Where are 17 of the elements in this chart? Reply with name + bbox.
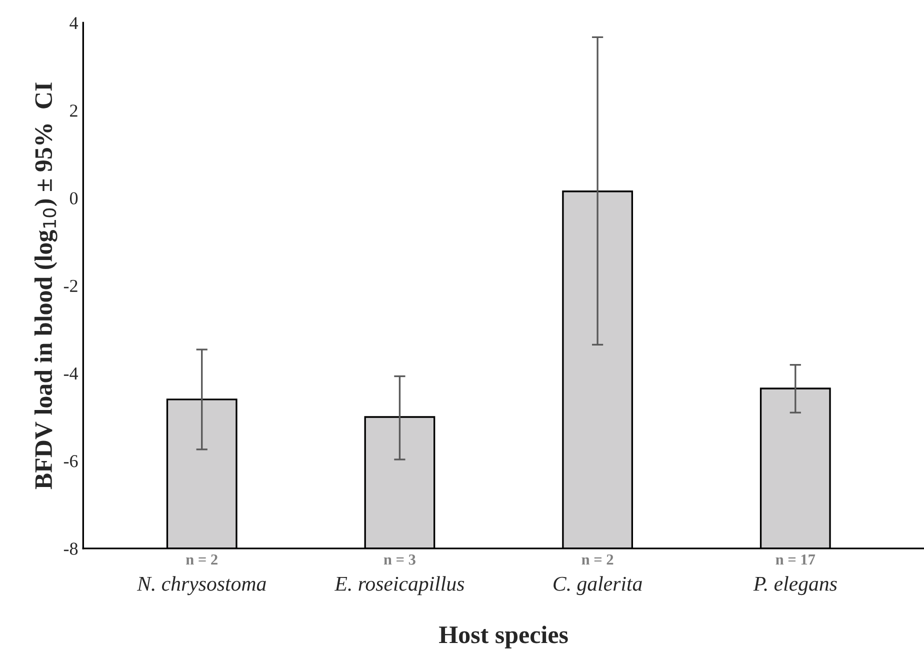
- x-tick-label: E. roseicapillus: [334, 576, 464, 596]
- y-tick-label: 0: [70, 192, 78, 204]
- x-tick-label: C. galerita: [554, 576, 642, 596]
- y-tick-label: -4: [64, 368, 78, 380]
- text: n = 2: [186, 554, 218, 565]
- y-tick-label: -8: [64, 542, 78, 555]
- y-tick-label: 4: [70, 17, 78, 29]
- text: n = 17: [776, 554, 816, 565]
- y-tick-label: 2: [70, 104, 78, 117]
- x-axis-title: Host species: [439, 626, 568, 648]
- y-axis-title: BFDV load in blood (log$_{10}$) ± 95% CI: [34, 82, 58, 490]
- x-tick-label: P. elegans: [753, 576, 837, 596]
- x-tick-label: N. chrysostoma: [136, 576, 266, 596]
- y-tick-label: -2: [64, 280, 78, 292]
- y-tick-label: -6: [64, 455, 78, 468]
- text: n = 3: [384, 554, 416, 565]
- text: n = 2: [582, 554, 614, 565]
